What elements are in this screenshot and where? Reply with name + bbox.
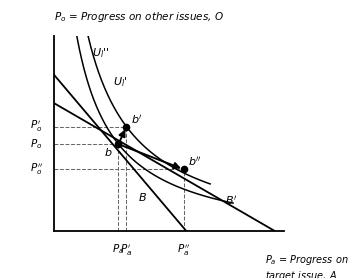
Text: $b''$: $b''$ [188,155,202,168]
Text: $P_a'$: $P_a'$ [120,242,133,258]
Text: $U_l$': $U_l$' [113,75,127,89]
Text: $P_o'$: $P_o'$ [30,119,43,134]
Text: $P_o$: $P_o$ [30,137,43,151]
Text: $b'$: $b'$ [131,113,142,126]
Text: $U_l$'': $U_l$'' [92,47,110,61]
Text: $B$: $B$ [138,191,147,203]
Text: $P_a$: $P_a$ [112,242,125,256]
Text: $P_o''$: $P_o''$ [30,162,43,177]
Text: $B'$: $B'$ [225,194,237,207]
Text: $b$: $b$ [104,146,113,158]
Text: $P_o$ = Progress on other issues, $O$: $P_o$ = Progress on other issues, $O$ [54,10,224,24]
Text: $P_a$ = Progress on
target issue, $A$: $P_a$ = Progress on target issue, $A$ [265,253,348,278]
Text: $P_a''$: $P_a''$ [177,242,190,258]
